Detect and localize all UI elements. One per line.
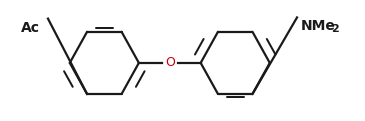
Text: 2: 2	[331, 24, 339, 34]
Text: O: O	[165, 56, 175, 69]
Text: Ac: Ac	[21, 21, 40, 35]
Text: NMe: NMe	[301, 19, 335, 33]
